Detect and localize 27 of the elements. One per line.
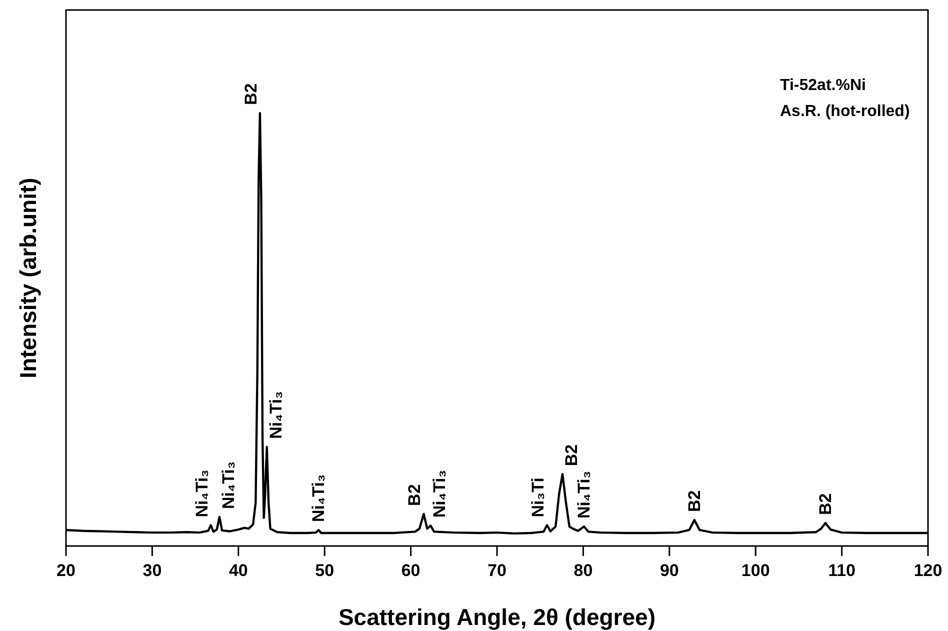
annotation: B2 <box>562 444 582 466</box>
x-tick-label: 100 <box>741 561 770 580</box>
x-axis-title: Scattering Angle, 2θ (degree) <box>338 604 656 630</box>
text: Ti-52at.%Ni <box>780 77 866 94</box>
x-tick-label: 120 <box>914 561 942 580</box>
x-tick-label: 110 <box>828 561 856 580</box>
annotation: Ni₄Ti₃ <box>309 474 328 522</box>
x-tick-label: 40 <box>228 561 248 580</box>
x-tick-label: 20 <box>56 561 76 580</box>
annotation: Ni₄Ti₃ <box>266 391 286 439</box>
x-tick-label: 80 <box>574 561 593 580</box>
annotation: Ni₄Ti₃ <box>192 469 212 518</box>
y-axis-title: Intensity (arb.unit) <box>15 178 41 378</box>
annotation: Ni₃Ti <box>528 478 548 518</box>
x-tick-label: 70 <box>488 561 506 580</box>
x-tick-label: 30 <box>142 561 162 580</box>
annotation: Ni₄Ti₃ <box>574 470 594 519</box>
annotation: Ni₄Ti₃ <box>430 470 450 518</box>
annotation: B2 <box>816 493 835 516</box>
x-tick-label: 90 <box>660 561 679 580</box>
x-tick-label: 50 <box>315 561 334 580</box>
x-tick-label: 60 <box>401 561 420 580</box>
annotation: B2 <box>405 484 424 506</box>
annotation: Ni₄Ti₃ <box>218 461 238 509</box>
annotation: As.R. (hot-rolled) <box>780 103 910 120</box>
annotation: B2 <box>241 83 260 106</box>
annotation: B2 <box>684 490 704 512</box>
